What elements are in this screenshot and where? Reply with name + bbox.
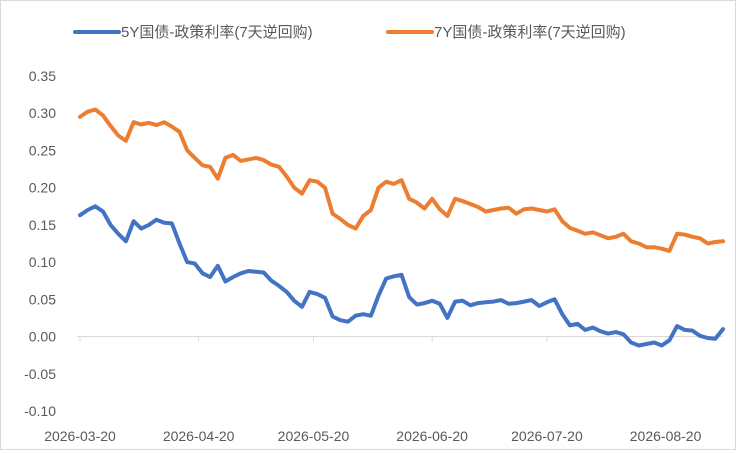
- x-tick-label: 2026-04-20: [163, 428, 235, 444]
- series-line-7y: [78, 107, 725, 253]
- x-tick-label: 2026-06-20: [396, 428, 468, 444]
- legend-entry-5y: 5Y国债-政策利率(7天逆回购): [73, 24, 313, 41]
- legend-label-7y: 7Y国债-政策利率(7天逆回购): [434, 24, 626, 41]
- legend-entry-7y: 7Y国债-政策利率(7天逆回购): [386, 24, 626, 41]
- y-tick-label: 0.05: [29, 291, 56, 307]
- x-tick-label: 2026-05-20: [278, 428, 350, 444]
- y-tick-label: -0.05: [24, 366, 56, 382]
- chart-legend: 5Y国债-政策利率(7天逆回购) 7Y国债-政策利率(7天逆回购): [73, 24, 626, 41]
- y-axis: 0.35 0.30 0.25 0.20 0.15 0.10 0.05 0.00 -0.05 -0.…: [24, 68, 56, 419]
- series-layer: [78, 107, 725, 348]
- y-tick-label: 0.15: [29, 217, 56, 233]
- y-tick-label: 0.30: [29, 105, 56, 121]
- x-axis: 2026-03-20 2026-04-20 2026-05-20 2026-06-20…: [44, 336, 723, 444]
- y-tick-label: -0.10: [24, 403, 56, 419]
- y-tick-label: 0.00: [29, 329, 56, 345]
- y-tick-label: 0.25: [29, 142, 56, 158]
- series-line-5y: [78, 204, 725, 348]
- x-tick-label: 2026-03-20: [44, 428, 116, 444]
- y-tick-label: 0.10: [29, 254, 56, 270]
- legend-label-5y: 5Y国债-政策利率(7天逆回购): [121, 24, 313, 41]
- y-tick-label: 0.35: [29, 68, 56, 84]
- y-tick-label: 0.20: [29, 180, 56, 196]
- x-tick-label: 2026-07-20: [511, 428, 583, 444]
- x-tick-label: 2026-08-20: [630, 428, 702, 444]
